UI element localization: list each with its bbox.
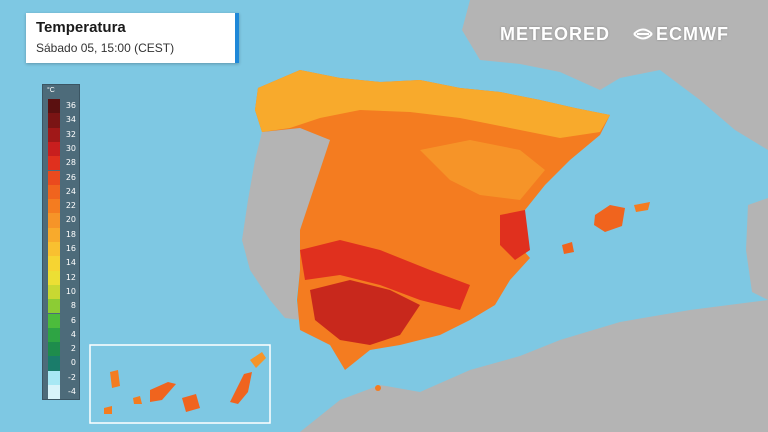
africa-land <box>300 300 768 432</box>
legend-label: 8 <box>70 301 76 311</box>
legend-swatch <box>48 199 60 214</box>
south-warm-zone <box>300 240 470 310</box>
legend-swatch <box>48 242 60 257</box>
meteored-logo: METEORED <box>500 24 611 44</box>
legend-label: 32 <box>65 129 76 139</box>
legend-swatch <box>48 99 60 114</box>
legend-swatch <box>48 370 60 385</box>
legend-label: 36 <box>65 101 76 110</box>
legend-label: 10 <box>65 286 76 296</box>
sardinia-land <box>746 198 768 300</box>
legend-label: 18 <box>65 229 76 239</box>
ceuta <box>375 385 381 391</box>
legend-swatch <box>48 170 60 185</box>
legend-swatch <box>48 313 60 328</box>
gran-canaria <box>182 394 200 412</box>
fuerteventura <box>230 372 252 404</box>
ecmwf-logo: ECMWF <box>656 24 729 44</box>
legend-unit: °C <box>47 87 55 94</box>
legend-swatch <box>48 141 60 157</box>
legend-swatch <box>48 213 60 228</box>
legend-swatch <box>48 127 60 142</box>
legend-swatch <box>48 342 60 357</box>
legend-swatch <box>48 385 60 400</box>
legend-swatch <box>48 113 60 128</box>
lanzarote <box>250 352 266 368</box>
legend-label: -2 <box>68 372 76 382</box>
legend-swatch <box>48 299 60 314</box>
legend-swatch <box>48 227 60 242</box>
north-coast-band <box>255 70 610 138</box>
el-hierro <box>104 406 112 414</box>
legend-label: 12 <box>65 272 76 282</box>
portugal-land <box>242 128 330 320</box>
legend-label: 2 <box>70 344 76 354</box>
legend-label: 22 <box>65 201 76 211</box>
legend-label: 24 <box>65 186 76 196</box>
legend-label: -4 <box>68 387 76 396</box>
menorca <box>634 202 650 212</box>
legend-swatch <box>48 356 60 371</box>
ecmwf-logo-icon <box>632 25 654 43</box>
guadalquivir-hotspot <box>310 280 420 345</box>
legend-swatch <box>48 284 60 300</box>
legend-swatch <box>48 327 60 343</box>
ibiza <box>562 242 574 254</box>
france-land <box>462 0 768 150</box>
temperature-legend: °C 36 34 32 30 28 26 24 22 20 18 16 14 12 10 8 6 4 2 0 -2 -4 <box>42 84 80 400</box>
mallorca <box>594 205 625 232</box>
legend-swatch <box>48 256 60 271</box>
map-subtitle: Sábado 05, 15:00 (CEST) <box>36 41 175 55</box>
legend-label: 0 <box>70 358 76 368</box>
legend-label: 6 <box>70 315 76 325</box>
ebro-band <box>420 140 545 200</box>
la-palma <box>110 370 120 388</box>
legend-label: 20 <box>65 215 76 225</box>
legend-label: 4 <box>70 329 76 339</box>
map-title: Temperatura <box>36 19 126 36</box>
legend-swatch <box>48 156 60 171</box>
legend-label: 26 <box>65 172 76 182</box>
legend-swatch <box>48 270 60 285</box>
legend-label: 16 <box>65 244 76 253</box>
legend-label: 28 <box>65 158 76 168</box>
canary-islands-inset <box>89 344 271 424</box>
title-card: Temperatura Sábado 05, 15:00 (CEST) <box>26 13 239 63</box>
legend-label: 14 <box>65 258 76 268</box>
legend-label: 30 <box>65 143 76 153</box>
la-gomera <box>133 396 142 404</box>
valencia-hotspot <box>500 210 530 260</box>
legend-swatch <box>48 184 60 200</box>
tenerife <box>150 382 176 402</box>
legend-label: 34 <box>65 115 76 125</box>
